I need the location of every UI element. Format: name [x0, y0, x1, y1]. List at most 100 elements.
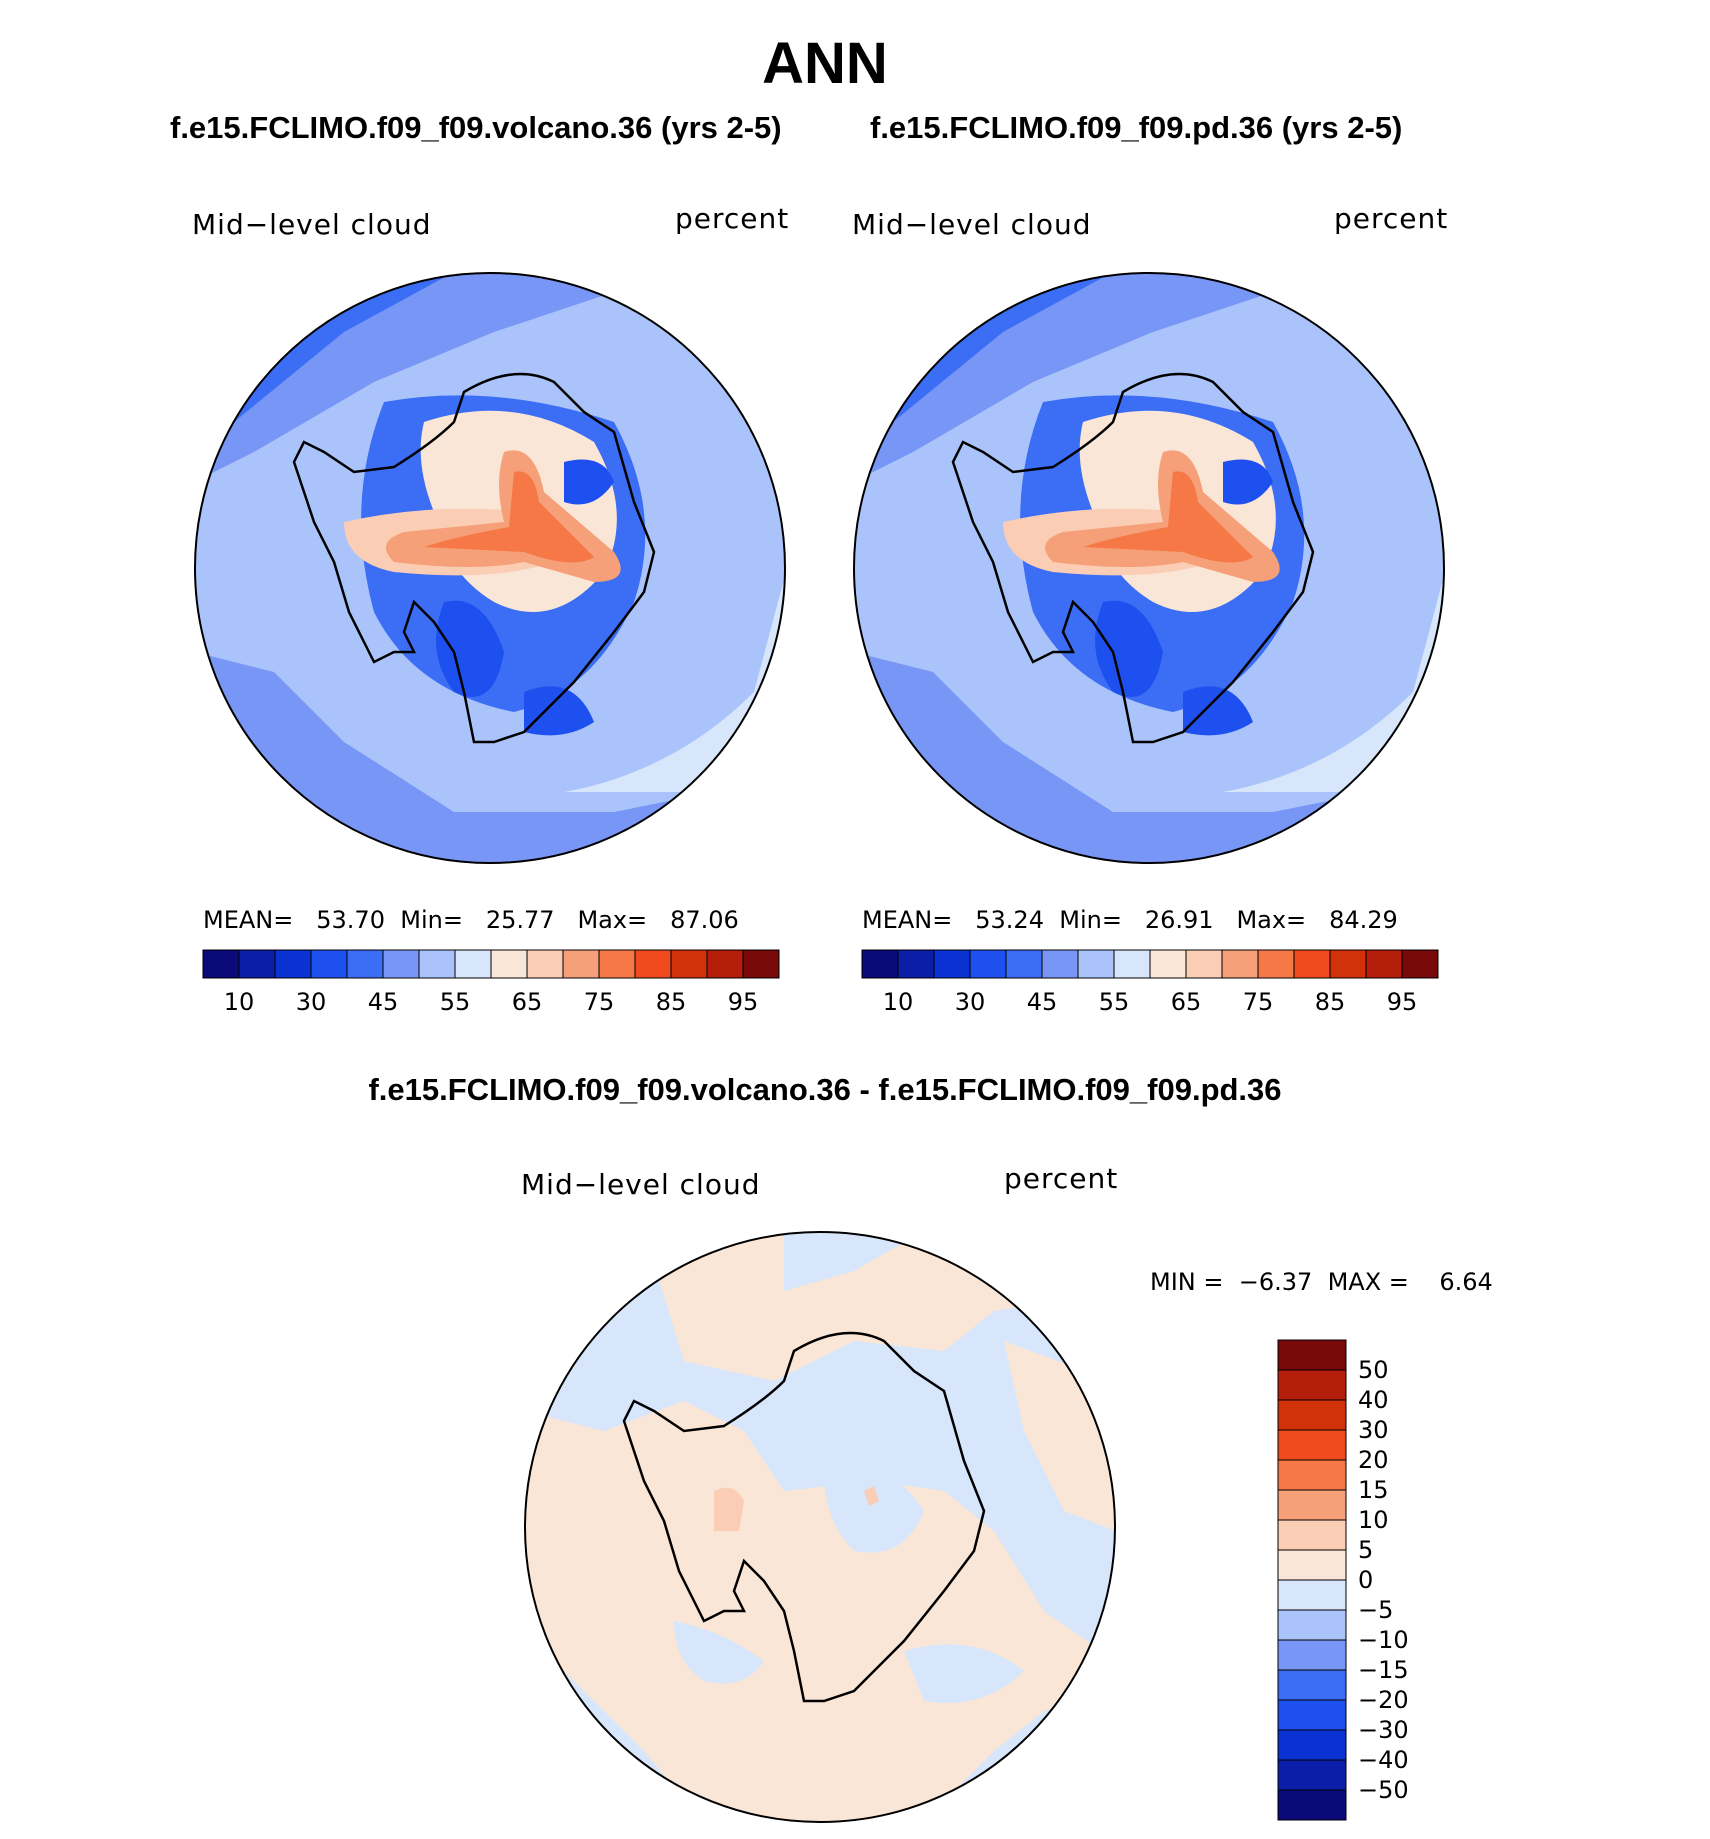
left-colorbar-swatch — [454, 949, 492, 979]
right-variable-label: Mid−level cloud — [852, 208, 1092, 241]
right-colorbar-tick-label: 30 — [954, 988, 986, 1016]
right-colorbar-tick-label: 75 — [1242, 988, 1274, 1016]
right-cloud-field — [854, 273, 1444, 863]
right-antarctica-coastline — [951, 372, 1315, 744]
diff-colorbar-swatch — [1277, 1579, 1347, 1611]
diff-minmax: MIN = −6.37 MAX = 6.64 — [1150, 1268, 1493, 1296]
left-stats: MEAN= 53.70 Min= 25.77 Max= 87.06 — [203, 906, 739, 934]
left-colorbar-tick-label: 30 — [295, 988, 327, 1016]
right-colorbar-swatch — [1221, 949, 1259, 979]
diff-colorbar-swatch — [1277, 1699, 1347, 1731]
right-colorbar-swatch — [1113, 949, 1151, 979]
right-colorbar-swatch — [1077, 949, 1115, 979]
left-case-title: f.e15.FCLIMO.f09_f09.volcano.36 (yrs 2-5… — [170, 110, 782, 145]
right-case-title: f.e15.FCLIMO.f09_f09.pd.36 (yrs 2-5) — [870, 110, 1403, 145]
diff-colorbar-tick-label: −40 — [1358, 1746, 1409, 1774]
diff-colorbar-swatch — [1277, 1639, 1347, 1671]
right-colorbar-swatch — [861, 949, 899, 979]
left-colorbar-swatch — [202, 949, 240, 979]
right-colorbar-swatch — [1365, 949, 1403, 979]
diff-colorbar-swatch — [1277, 1429, 1347, 1461]
diff-colorbar-tick-label: 15 — [1358, 1476, 1389, 1504]
left-units-label: percent — [675, 202, 790, 235]
right-colorbar-swatch — [1149, 949, 1187, 979]
diff-colorbar-tick-label: −50 — [1358, 1776, 1409, 1804]
right-colorbar-tick-label: 45 — [1026, 988, 1058, 1016]
diff-colorbar-tick-label: 20 — [1358, 1446, 1389, 1474]
diff-colorbar-tick-label: 40 — [1358, 1386, 1389, 1414]
left-colorbar-tick-label: 45 — [367, 988, 399, 1016]
diff-colorbar-swatch — [1277, 1399, 1347, 1431]
right-colorbar-swatch — [897, 949, 935, 979]
left-colorbar-tick-label: 85 — [655, 988, 687, 1016]
left-colorbar-swatch — [418, 949, 456, 979]
right-colorbar — [861, 949, 1439, 979]
page-title: ANN — [762, 31, 888, 96]
diff-colorbar-tick-label: −5 — [1358, 1596, 1394, 1624]
left-colorbar-tick-label: 65 — [511, 988, 543, 1016]
diff-colorbar-tick-label: −10 — [1358, 1626, 1409, 1654]
diff-colorbar-swatch — [1277, 1339, 1347, 1371]
left-colorbar-swatch — [670, 949, 708, 979]
diff-colorbar-swatch — [1277, 1759, 1347, 1791]
diff-colorbar-tick-label: −15 — [1358, 1656, 1409, 1684]
diff-colorbar-swatch — [1277, 1489, 1347, 1521]
left-variable-label: Mid−level cloud — [192, 208, 432, 241]
diff-colorbar — [1277, 1339, 1347, 1821]
diff-colorbar-tick-label: 50 — [1358, 1356, 1389, 1384]
right-colorbar-swatch — [1401, 949, 1439, 979]
left-colorbar-swatch — [526, 949, 564, 979]
right-polar-map — [853, 272, 1445, 864]
left-polar-map — [194, 272, 786, 864]
diff-colorbar-swatch — [1277, 1459, 1347, 1491]
diff-title: f.e15.FCLIMO.f09_f09.volcano.36 - f.e15.… — [368, 1072, 1282, 1107]
left-colorbar-swatch — [706, 949, 744, 979]
left-colorbar-swatch — [598, 949, 636, 979]
diff-cloud-field — [525, 1232, 1115, 1822]
diff-colorbar-swatch — [1277, 1549, 1347, 1581]
left-colorbar-swatch — [310, 949, 348, 979]
right-colorbar-swatch — [933, 949, 971, 979]
diff-colorbar-tick-label: −20 — [1358, 1686, 1409, 1714]
right-colorbar-swatch — [1005, 949, 1043, 979]
diff-colorbar-tick-label: 30 — [1358, 1416, 1389, 1444]
left-colorbar-swatch — [562, 949, 600, 979]
left-colorbar-swatch — [490, 949, 528, 979]
right-colorbar-swatch — [1293, 949, 1331, 979]
right-colorbar-swatch — [1257, 949, 1295, 979]
left-colorbar-swatch — [274, 949, 312, 979]
diff-colorbar-tick-label: −30 — [1358, 1716, 1409, 1744]
left-colorbar-swatch — [634, 949, 672, 979]
right-stats: MEAN= 53.24 Min= 26.91 Max= 84.29 — [862, 906, 1398, 934]
diff-antarctica-coastline — [622, 1331, 986, 1703]
left-colorbar-swatch — [238, 949, 276, 979]
right-colorbar-swatch — [1185, 949, 1223, 979]
diff-variable-label: Mid−level cloud — [521, 1168, 761, 1201]
left-colorbar-swatch — [346, 949, 384, 979]
left-antarctica-coastline — [292, 372, 656, 744]
diff-colorbar-tick-label: 0 — [1358, 1566, 1374, 1594]
right-colorbar-swatch — [969, 949, 1007, 979]
right-colorbar-tick-label: 10 — [882, 988, 914, 1016]
diff-colorbar-swatch — [1277, 1669, 1347, 1701]
diff-colorbar-swatch — [1277, 1789, 1347, 1821]
left-colorbar — [202, 949, 780, 979]
right-colorbar-tick-label: 55 — [1098, 988, 1130, 1016]
left-colorbar-tick-label: 10 — [223, 988, 255, 1016]
diff-colorbar-swatch — [1277, 1519, 1347, 1551]
diff-units-label: percent — [1004, 1162, 1119, 1195]
right-colorbar-tick-label: 65 — [1170, 988, 1202, 1016]
diff-colorbar-swatch — [1277, 1609, 1347, 1641]
diff-colorbar-swatch — [1277, 1729, 1347, 1761]
right-colorbar-swatch — [1329, 949, 1367, 979]
left-cloud-field — [195, 273, 785, 863]
diff-polar-map — [524, 1231, 1116, 1823]
left-colorbar-tick-label: 95 — [727, 988, 759, 1016]
left-colorbar-swatch — [742, 949, 780, 979]
diff-colorbar-tick-label: 10 — [1358, 1506, 1389, 1534]
right-colorbar-swatch — [1041, 949, 1079, 979]
left-colorbar-swatch — [382, 949, 420, 979]
diff-colorbar-swatch — [1277, 1369, 1347, 1401]
right-units-label: percent — [1334, 202, 1449, 235]
right-colorbar-tick-label: 95 — [1386, 988, 1418, 1016]
